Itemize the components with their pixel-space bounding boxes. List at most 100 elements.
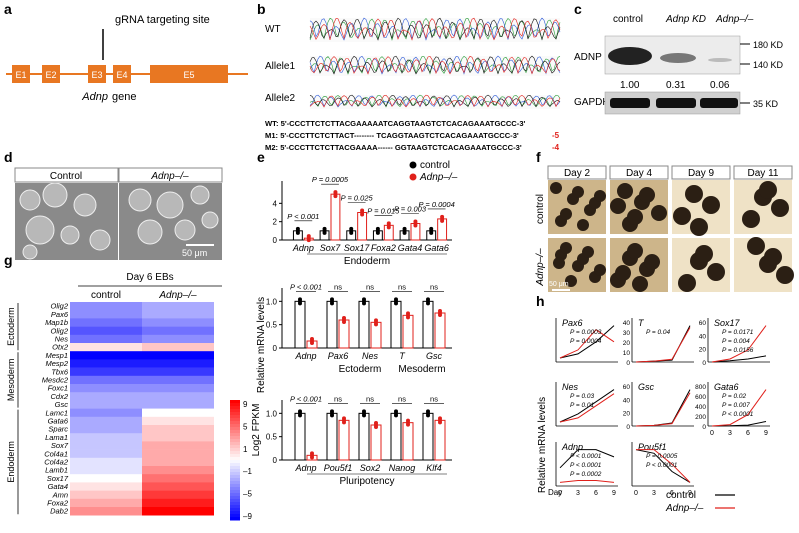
marker-180: 180 KD (753, 40, 784, 50)
point-ko (360, 212, 365, 217)
band-adnp-control (608, 47, 652, 65)
bar-ko (434, 419, 446, 461)
marker-35: 35 KD (753, 99, 779, 109)
y-tick-label: 0.5 (266, 433, 278, 442)
h-p-value: P < 0.0001 (646, 462, 678, 469)
point-control (394, 413, 398, 418)
quant-ko: 0.06 (710, 80, 730, 91)
colorbar-segment (230, 436, 240, 440)
heatmap-cell (70, 343, 142, 352)
colorbar-segment (230, 484, 240, 488)
p-value: ns (398, 282, 406, 291)
h-x-tick: 6 (746, 430, 750, 437)
heatmap-cell (142, 318, 214, 327)
colorbar-segment (230, 442, 240, 446)
colorbar-segment (230, 475, 240, 479)
h-x-tick: 3 (652, 490, 656, 497)
heatmap-cell (142, 392, 214, 401)
colorbar-segment (230, 424, 240, 428)
h-x-tick: 9 (688, 490, 692, 497)
point-control (349, 230, 354, 235)
heatmap-gene: Sox17 (47, 474, 69, 483)
colorbar-segment (230, 430, 240, 434)
h-y-tick: 60 (623, 384, 631, 391)
heatmap-gene: Tbx6 (51, 367, 69, 376)
brightfield-micrographs: Control Adnp–/– 50 μm (14, 167, 223, 260)
row-label: Adnp–/– (535, 248, 546, 287)
point-ko (406, 315, 410, 320)
embryoid-body (702, 196, 720, 214)
h-gene-title: Sox17 (714, 318, 741, 328)
band-adnp-ko (708, 58, 732, 62)
h-p-value: P = 0.04 (646, 329, 671, 336)
colorbar-segment (230, 511, 240, 515)
bar-ko (434, 312, 446, 349)
panel-label-g: g (4, 252, 13, 268)
heatmap-gene: Mesp1 (45, 351, 68, 360)
heatmap-group: Ectoderm (6, 307, 16, 346)
p-value: ns (334, 282, 342, 291)
colorbar-segment (230, 439, 240, 443)
p-value: P = 0.0004 (419, 200, 455, 209)
gene-label: Adnp (292, 243, 314, 253)
embryoid-body (553, 257, 565, 269)
cell-colony (25, 215, 55, 245)
p-value: P = 0.003 (394, 205, 427, 214)
embryoid-body (594, 190, 606, 202)
colorbar-segment (230, 415, 240, 419)
chromatogram-trace (309, 17, 561, 41)
h-x-tick: 0 (558, 490, 562, 497)
colorbar-segment (230, 418, 240, 422)
heatmap-cell (142, 498, 214, 508)
wt-sequence: WT: 5'-CCCTTCTCTTACGAAAAATCAGGTAAGTCTCAC… (265, 119, 526, 128)
cell-colony (128, 188, 152, 212)
h-x-tick: 3 (728, 430, 732, 437)
h-gene-title: Pax6 (562, 318, 583, 328)
heatmap-cell (142, 474, 214, 483)
bar-control (358, 412, 370, 461)
h-y-tick: 200 (695, 414, 706, 421)
gene-label: Gata4 (398, 243, 423, 253)
h-x-tick: 9 (612, 490, 616, 497)
h-p-value: P = 0.0005 (646, 453, 678, 460)
embryoid-body (560, 208, 572, 220)
gene-name-label: Adnp (81, 91, 108, 103)
day-label-box (671, 165, 731, 180)
bar-control (294, 300, 306, 349)
h-gene-title: Adnp (561, 442, 583, 452)
quant-control: 1.00 (620, 80, 640, 91)
embryoid-body (673, 207, 691, 225)
chromatogram-trace (309, 55, 561, 75)
embryoid-body (747, 237, 765, 255)
gene-label: Nanog (389, 463, 416, 473)
heatmap-gene: Lamc1 (45, 408, 68, 417)
point-ko (374, 425, 378, 429)
h-x-tick: 0 (634, 490, 638, 497)
embryoid-body (759, 181, 777, 199)
h-x-tick: 6 (594, 490, 598, 497)
p-value: ns (366, 394, 374, 403)
day-label-box (547, 165, 607, 180)
heatmap-gene: Sparc (48, 425, 68, 434)
exon-e3 (88, 65, 106, 83)
heatmap-cell (70, 457, 142, 467)
heatmap-cell (142, 351, 214, 360)
panel-label-e: e (257, 149, 265, 165)
embryoid-body (678, 274, 696, 292)
colorbar-segment (230, 406, 240, 410)
embryoid-body (776, 266, 794, 284)
exon-e2 (42, 65, 60, 83)
gene-label: Sox7 (320, 243, 342, 253)
h-y-tick: 600 (695, 394, 706, 401)
cell-colony (89, 229, 111, 251)
h-gene-title: T (638, 318, 645, 328)
embryoid-body (690, 218, 708, 236)
h-gene-title: Pou5f1 (638, 442, 667, 452)
subgroup-ectoderm: Ectoderm (339, 364, 382, 375)
heatmap-gene: Gsc (55, 400, 69, 409)
h-y-tick: 30 (623, 330, 631, 337)
gene-suffix-label: gene (112, 91, 136, 103)
point-control (426, 301, 430, 306)
bar-ko (330, 193, 341, 241)
embryoid-body (632, 276, 648, 292)
